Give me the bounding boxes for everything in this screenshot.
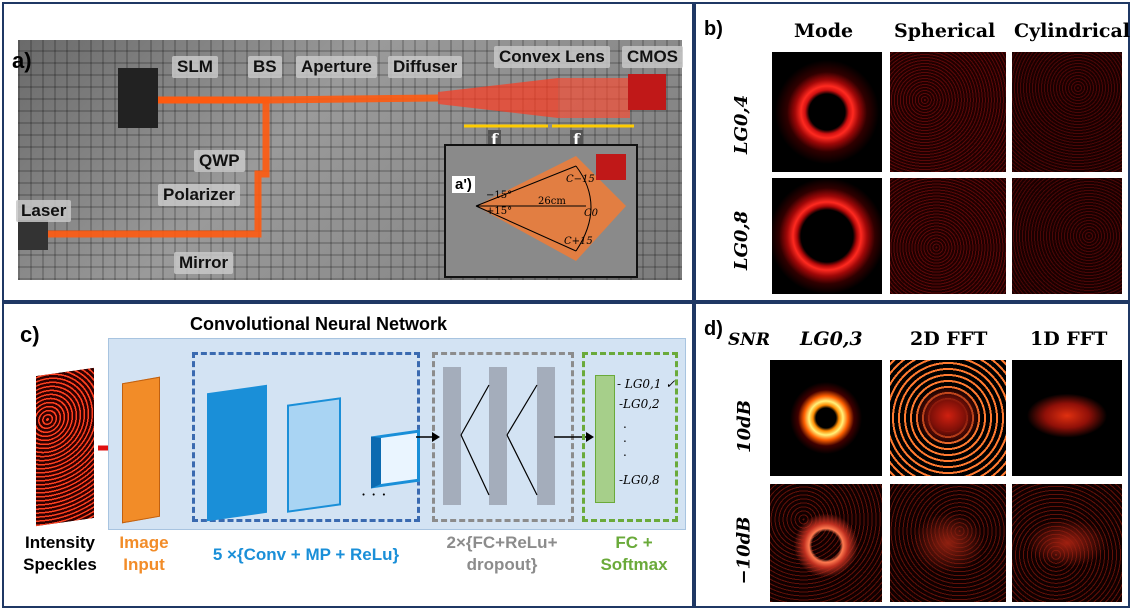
label-cmos: CMOS xyxy=(622,46,683,68)
col-header-mode: Mode xyxy=(794,20,854,42)
panel-d-label: d) xyxy=(704,318,723,340)
conv-block-1 xyxy=(207,384,267,522)
fft2d-10db-image xyxy=(890,360,1006,476)
panel-a-label: a) xyxy=(12,48,32,73)
collimated-beam xyxy=(558,78,630,118)
caption-conv: 5 ×{Conv + MP + ReLu} xyxy=(212,545,400,564)
conv-group: · · · xyxy=(192,352,420,522)
cylindrical-lg08-image xyxy=(1012,178,1122,294)
col-header-2dfft: 2D FFT xyxy=(910,328,988,350)
label-diffuser: Diffuser xyxy=(388,56,463,78)
c-zero-label: C0 xyxy=(584,208,599,219)
ellipsis: · · · xyxy=(361,485,387,504)
caption-fc: 2×{FC+ReLu+ dropout} xyxy=(446,533,558,574)
snr-header: SNR xyxy=(728,330,770,350)
fft1d-minus10db-image xyxy=(1012,484,1122,602)
mode-lg08-image xyxy=(772,178,882,294)
col-header-1dfft: 1D FFT xyxy=(1030,328,1108,350)
panel-d: d) SNR LG0,3 2D FFT 1D FFT 10dB −10dB xyxy=(694,302,1130,608)
row-label-lg08: LG0,8 xyxy=(731,210,753,271)
c-plus-label: C+15 xyxy=(564,236,593,247)
row-label-minus10db: −10dB xyxy=(733,516,755,585)
col-header-lg03: LG0,3 xyxy=(800,328,863,350)
beam-path xyxy=(18,68,666,250)
output-group: - LG0,1 ✓ -LG0,2 ... -LG0,8 xyxy=(582,352,678,522)
label-bs: BS xyxy=(248,56,282,78)
label-slm: SLM xyxy=(172,56,218,78)
caption-image-input: Image Input xyxy=(119,533,169,574)
softmax-layer xyxy=(595,375,615,503)
speckle-image xyxy=(36,367,94,527)
label-aperture: Aperture xyxy=(296,56,377,78)
row-label-lg04: LG0,4 xyxy=(731,94,753,155)
diverging-beam xyxy=(438,78,558,118)
panel-c: c) Convolutional Neural Network · · · xyxy=(2,302,694,608)
fft1d-10db-image xyxy=(1012,360,1122,476)
mode-lg04-image xyxy=(772,52,882,172)
conv-block-2 xyxy=(287,397,341,513)
inset-label: a') xyxy=(452,176,475,193)
angle-plus: +15° xyxy=(486,206,513,217)
col-header-cylindrical: Cylindrical xyxy=(1014,20,1131,42)
fc-group xyxy=(432,352,574,522)
fc-layer-1 xyxy=(443,367,461,505)
fc-layer-2 xyxy=(489,367,507,505)
label-polarizer: Polarizer xyxy=(158,184,240,206)
label-mirror: Mirror xyxy=(174,252,234,274)
lg03-minus10db-image xyxy=(770,484,882,602)
panel-b-label: b) xyxy=(704,18,723,40)
spherical-lg04-image xyxy=(890,52,1006,172)
conv-to-fc-arrow xyxy=(416,432,440,442)
image-input-layer xyxy=(122,376,160,524)
label-qwp: QWP xyxy=(194,150,245,172)
output-lg02: -LG0,2 xyxy=(619,397,660,411)
panel-c-label: c) xyxy=(20,322,40,347)
lg03-10db-image xyxy=(770,360,882,476)
cylindrical-lg04-image xyxy=(1012,52,1122,172)
output-dots: ... xyxy=(623,417,627,459)
cmos-camera xyxy=(628,74,666,110)
inset-a-prime: a') −15° +15° 26cm C−15 C0 C+15 xyxy=(444,144,638,278)
label-laser: Laser xyxy=(16,200,72,222)
spherical-lg08-image xyxy=(890,178,1006,294)
c-minus-label: C−15 xyxy=(566,174,595,185)
col-header-spherical: Spherical xyxy=(894,20,996,42)
panel-a: a) SLM BS Aperture Diffuser Convex Lens … xyxy=(2,2,694,302)
angle-minus: −15° xyxy=(486,190,513,201)
output-lg08: -LG0,8 xyxy=(619,473,660,487)
caption-intensity: Intensity Speckles xyxy=(23,533,97,574)
fc-layer-3 xyxy=(537,367,555,505)
row-label-10db: 10dB xyxy=(733,400,755,453)
panel-b: b) Mode Spherical Cylindrical LG0,4 LG0,… xyxy=(694,2,1130,302)
cnn-title: Convolutional Neural Network xyxy=(190,314,448,334)
distance-label: 26cm xyxy=(538,196,566,207)
label-convex-lens: Convex Lens xyxy=(494,46,610,68)
output-lg01: - LG0,1 ✓ xyxy=(617,377,676,391)
fft2d-minus10db-image xyxy=(890,484,1006,602)
caption-output: FC + Softmax xyxy=(600,533,668,574)
conv-block-3 xyxy=(371,429,420,489)
